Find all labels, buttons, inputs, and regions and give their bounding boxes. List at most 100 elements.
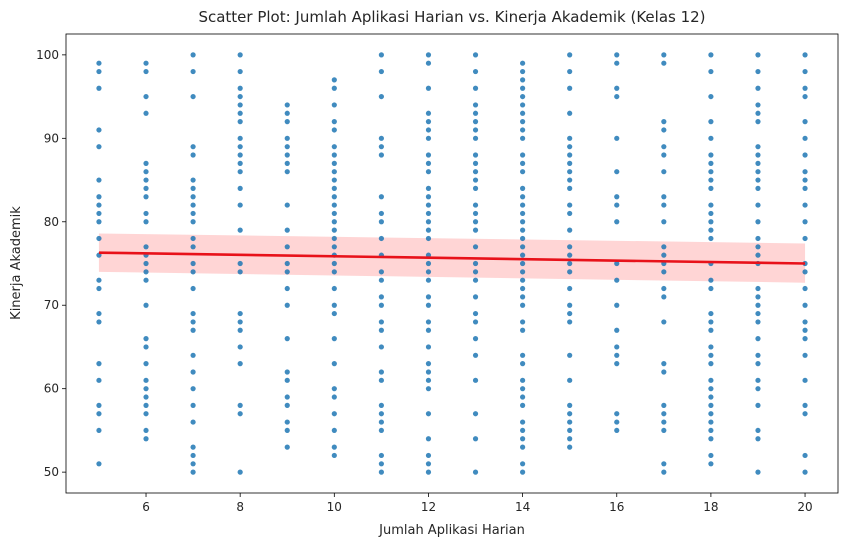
scatter-point	[520, 352, 526, 358]
scatter-point	[425, 202, 432, 208]
scatter-point	[143, 377, 149, 383]
plot-frame	[65, 33, 839, 494]
y-tick-label: 60	[44, 382, 59, 396]
scatter-point	[284, 369, 290, 375]
scatter-point	[284, 269, 290, 275]
scatter-point	[802, 327, 808, 333]
scatter-point	[331, 144, 337, 150]
scatter-point	[331, 160, 337, 166]
scatter-point	[567, 302, 573, 308]
scatter-point	[96, 285, 102, 292]
scatter-point	[472, 185, 479, 191]
scatter-point	[661, 52, 667, 58]
scatter-point	[96, 194, 102, 200]
scatter-point	[708, 152, 714, 158]
scatter-point	[661, 411, 667, 417]
scatter-point	[567, 252, 573, 258]
scatter-point	[143, 386, 149, 392]
scatter-point	[802, 85, 808, 91]
scatter-point	[520, 252, 526, 258]
scatter-point	[190, 93, 196, 100]
scatter-point	[472, 377, 479, 383]
scatter-point	[425, 369, 432, 375]
scatter-point	[378, 411, 384, 417]
scatter-point	[96, 219, 102, 225]
scatter-point	[614, 260, 620, 267]
scatter-point	[755, 244, 761, 250]
scatter-point	[567, 152, 573, 158]
scatter-point	[378, 210, 384, 217]
scatter-point	[755, 160, 761, 166]
scatter-point	[567, 202, 573, 208]
scatter-point	[143, 427, 149, 434]
scatter-point	[520, 110, 526, 116]
scatter-point	[708, 68, 714, 75]
scatter-point	[96, 319, 102, 325]
scatter-point	[143, 177, 149, 183]
scatter-point	[567, 177, 573, 183]
scatter-point	[520, 152, 526, 158]
scatter-point	[378, 294, 384, 300]
scatter-point	[284, 160, 290, 166]
scatter-point	[237, 202, 243, 208]
scatter-point	[425, 452, 432, 459]
scatter-point	[425, 219, 432, 225]
scatter-point	[661, 202, 667, 208]
scatter-point	[143, 169, 149, 175]
scatter-point	[472, 152, 479, 158]
scatter-point	[802, 469, 808, 475]
scatter-point	[237, 144, 243, 150]
scatter-point	[331, 85, 337, 91]
scatter-point	[190, 210, 196, 217]
scatter-point	[567, 427, 573, 434]
scatter-point	[472, 127, 479, 133]
scatter-point	[331, 185, 337, 191]
scatter-point	[755, 177, 761, 183]
scatter-point	[425, 327, 432, 333]
scatter-point	[472, 119, 479, 125]
scatter-point	[237, 260, 243, 267]
scatter-point	[661, 294, 667, 300]
scatter-point	[472, 269, 479, 275]
scatter-point	[802, 202, 808, 208]
scatter-point	[284, 169, 290, 175]
scatter-point	[143, 93, 149, 100]
scatter-point	[143, 260, 149, 267]
scatter-point	[520, 427, 526, 434]
scatter-point	[425, 127, 432, 133]
scatter-point	[520, 444, 526, 450]
scatter-point	[661, 144, 667, 150]
scatter-point	[425, 469, 432, 475]
scatter-point	[520, 327, 526, 333]
scatter-point	[378, 194, 384, 200]
scatter-point	[755, 402, 761, 408]
scatter-point	[425, 411, 432, 417]
scatter-point	[567, 319, 573, 325]
scatter-point	[520, 185, 526, 191]
scatter-point	[143, 269, 149, 275]
x-tick-label: 14	[515, 500, 530, 514]
scatter-point	[708, 277, 714, 283]
scatter-point	[425, 160, 432, 166]
scatter-point	[755, 185, 761, 191]
scatter-point	[190, 319, 196, 325]
scatter-point	[614, 302, 620, 308]
scatter-point	[425, 319, 432, 325]
scatter-point	[331, 394, 337, 400]
scatter-point	[190, 235, 196, 242]
scatter-point	[378, 344, 384, 350]
scatter-point	[378, 135, 384, 141]
scatter-point	[802, 269, 808, 275]
scatter-point	[425, 294, 432, 300]
scatter-point	[708, 452, 714, 459]
scatter-point	[284, 427, 290, 434]
scatter-point	[802, 452, 808, 459]
scatter-point	[661, 219, 667, 225]
scatter-point	[520, 285, 526, 292]
scatter-point	[96, 361, 102, 367]
scatter-point	[708, 202, 714, 208]
scatter-point	[331, 235, 337, 242]
scatter-point	[802, 285, 808, 292]
scatter-point	[520, 419, 526, 425]
scatter-point	[755, 310, 761, 317]
